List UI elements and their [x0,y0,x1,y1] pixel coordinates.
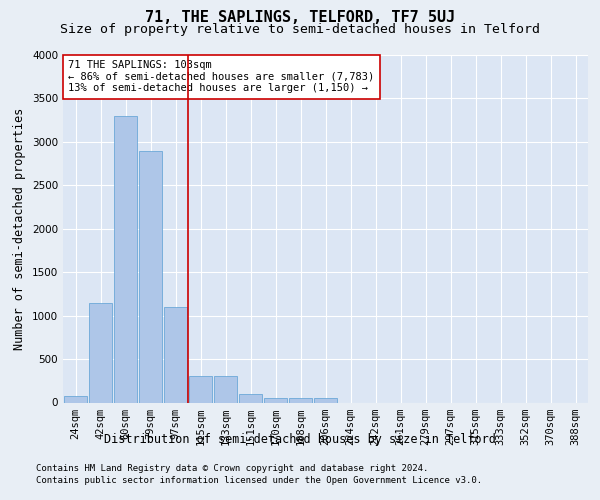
Bar [113,116,137,403]
Bar [289,398,313,402]
Text: Size of property relative to semi-detached houses in Telford: Size of property relative to semi-detach… [60,22,540,36]
Bar [188,376,212,402]
Bar [214,376,238,402]
Text: Contains HM Land Registry data © Crown copyright and database right 2024.: Contains HM Land Registry data © Crown c… [36,464,428,473]
Y-axis label: Number of semi-detached properties: Number of semi-detached properties [13,108,26,350]
Bar [239,394,262,402]
Bar [314,398,337,402]
Text: 71 THE SAPLINGS: 103sqm
← 86% of semi-detached houses are smaller (7,783)
13% of: 71 THE SAPLINGS: 103sqm ← 86% of semi-de… [68,60,374,94]
Bar [139,150,163,402]
Text: Distribution of semi-detached houses by size in Telford: Distribution of semi-detached houses by … [104,432,496,446]
Bar [164,307,187,402]
Text: Contains public sector information licensed under the Open Government Licence v3: Contains public sector information licen… [36,476,482,485]
Text: 71, THE SAPLINGS, TELFORD, TF7 5UJ: 71, THE SAPLINGS, TELFORD, TF7 5UJ [145,10,455,25]
Bar [89,302,112,402]
Bar [64,396,88,402]
Bar [263,398,287,402]
